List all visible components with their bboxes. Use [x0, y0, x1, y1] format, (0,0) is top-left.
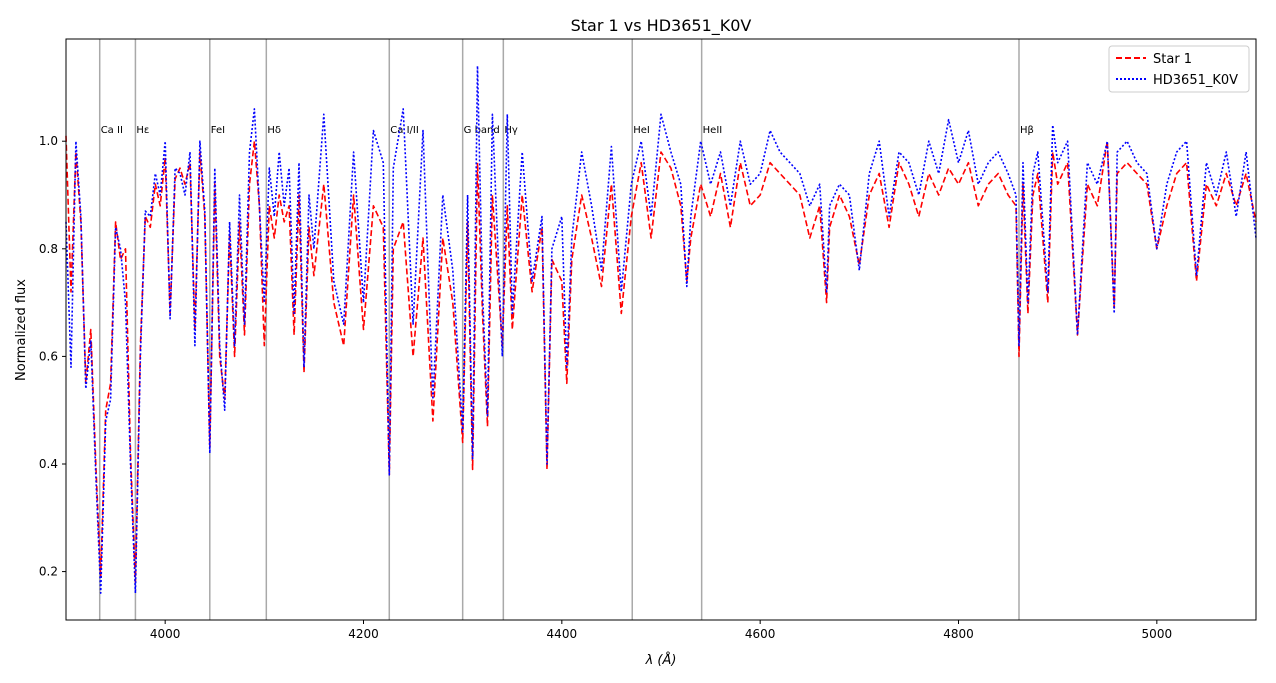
x-tick-label-2: 4400	[547, 627, 578, 641]
legend: Star 1 HD3651_K0V	[1108, 45, 1250, 93]
spectral-line-label-8: HeII	[703, 125, 723, 136]
spectral-lines: Ca II Hε FeI Hδ Ca I/II G band Hγ HeI HeII Hβ	[98, 39, 1034, 620]
legend-label-hd3651: HD3651_K0V	[1153, 73, 1238, 88]
y-tick-label-1: 0.4	[39, 457, 58, 471]
spectral-line-label-6: Hγ	[504, 125, 518, 136]
y-axis-label: Normalized flux	[14, 279, 29, 381]
series-line-0	[65, 135, 1257, 584]
spectral-line-label-0: Ca II	[101, 125, 123, 136]
spectral-line-label-4: Ca I/II	[390, 125, 419, 136]
plot-frame	[65, 38, 1257, 621]
x-tick-label-4: 4800	[943, 627, 974, 641]
x-tick-label-3: 4600	[745, 627, 776, 641]
spectral-line-label-5: G band	[464, 125, 500, 136]
y-axis: 0.2 0.4 0.6 0.8 1.0	[39, 134, 66, 579]
x-axis-label: λ (Å)	[645, 652, 677, 668]
y-tick-label-2: 0.6	[39, 349, 58, 363]
spectral-line-label-9: Hβ	[1020, 125, 1034, 136]
series-layer	[65, 65, 1257, 594]
y-tick-label-3: 0.8	[39, 242, 58, 256]
spectral-line-label-2: FeI	[211, 125, 225, 136]
x-tick-label-1: 4200	[348, 627, 379, 641]
y-tick-label-0: 0.2	[39, 565, 58, 579]
x-tick-label-5: 5000	[1142, 627, 1173, 641]
series-line-1	[65, 65, 1257, 594]
x-axis: 4000 4200 4400 4600 4800 5000	[150, 620, 1172, 641]
spectral-line-label-7: HeI	[633, 125, 650, 136]
legend-label-star1: Star 1	[1153, 52, 1192, 67]
spectral-line-label-3: Hδ	[267, 125, 281, 136]
x-tick-label-0: 4000	[150, 627, 181, 641]
y-tick-label-4: 1.0	[39, 134, 58, 148]
spectral-line-label-1: Hε	[136, 125, 149, 136]
chart-title: Star 1 vs HD3651_K0V	[571, 16, 752, 36]
